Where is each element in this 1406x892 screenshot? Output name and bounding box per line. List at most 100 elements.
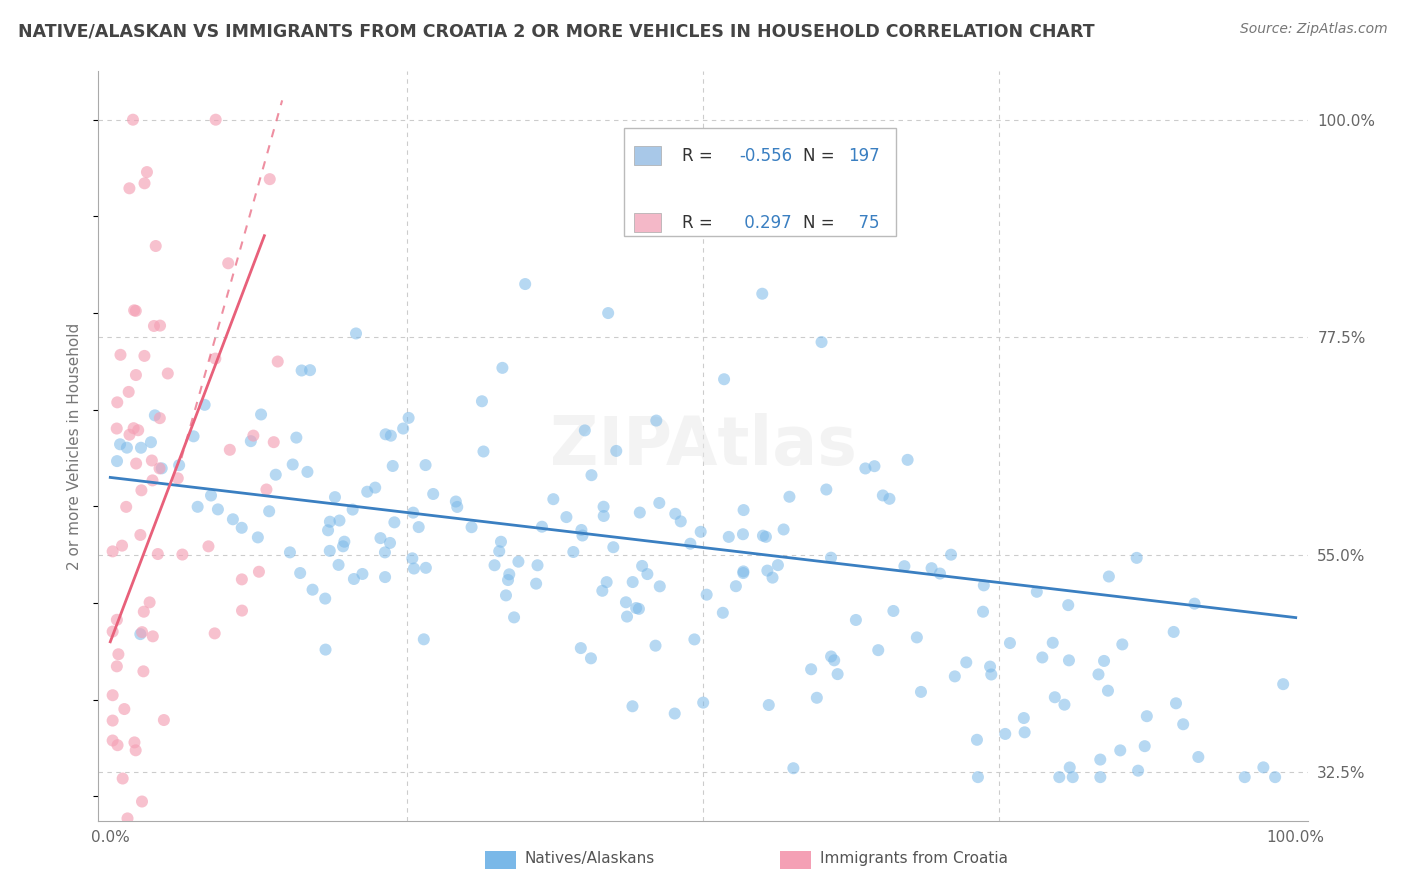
Point [1012,711,1035,725]
Point [239,434,262,449]
Point [1092,654,1115,668]
Point [122,421,145,435]
Point [614,595,637,609]
Point [1184,597,1206,611]
Point [664,507,686,521]
Text: 197: 197 [848,147,880,165]
Point [973,578,995,592]
Point [621,699,644,714]
Point [118,181,141,195]
Point [1014,725,1036,739]
Point [815,483,838,497]
Point [342,502,364,516]
Point [138,839,160,854]
Point [323,490,346,504]
Point [183,429,205,443]
FancyBboxPatch shape [634,145,661,165]
Point [382,516,405,530]
Point [132,665,155,679]
Point [319,544,342,558]
Point [125,368,148,382]
Point [503,610,526,624]
Point [897,453,920,467]
Point [131,795,153,809]
Point [756,564,779,578]
Point [299,363,322,377]
Point [139,435,162,450]
Point [148,461,170,475]
Point [380,428,402,442]
Point [134,177,156,191]
Point [402,506,425,520]
Point [966,732,988,747]
Point [772,523,794,537]
Point [131,483,153,498]
Point [105,395,128,409]
Point [149,318,172,333]
Point [107,738,129,752]
FancyBboxPatch shape [634,212,661,232]
Point [766,558,789,573]
Point [392,421,415,435]
Point [1059,760,1081,774]
Point [129,441,152,455]
Point [118,427,141,442]
Point [156,367,179,381]
Text: 0.297: 0.297 [740,214,792,232]
Point [124,743,146,757]
Point [621,575,644,590]
Point [231,521,253,535]
Point [343,572,366,586]
Point [267,354,290,368]
Point [316,523,339,537]
Point [711,606,734,620]
Point [967,770,990,784]
Point [472,444,495,458]
Point [905,631,928,645]
Point [495,588,517,602]
Point [444,494,467,508]
Point [145,821,167,835]
Point [104,864,127,879]
Point [118,384,141,399]
Text: -0.556: -0.556 [740,147,793,165]
Point [724,579,747,593]
Point [134,349,156,363]
Point [853,461,876,475]
Point [246,530,269,544]
Point [845,613,868,627]
Point [692,696,714,710]
Point [105,613,128,627]
Point [314,591,336,606]
Point [115,441,138,455]
Point [207,502,229,516]
Point [446,500,468,514]
Point [1264,770,1286,784]
Text: Source: ZipAtlas.com: Source: ZipAtlas.com [1240,22,1388,37]
Point [141,453,163,467]
Point [571,523,593,537]
Point [515,277,537,291]
Point [616,609,638,624]
Point [356,484,378,499]
Point [105,886,128,892]
Point [122,112,145,127]
Point [408,520,430,534]
Point [823,653,845,667]
Point [733,565,755,579]
Point [101,544,124,558]
Point [200,489,222,503]
Point [508,555,530,569]
Point [979,659,1001,673]
Point [605,444,627,458]
Point [1233,770,1256,784]
Point [636,567,658,582]
Point [291,363,314,377]
Point [145,239,167,253]
Point [592,508,614,523]
Point [328,514,350,528]
Point [631,558,654,573]
Point [645,413,668,427]
Point [285,431,308,445]
Point [204,112,226,127]
